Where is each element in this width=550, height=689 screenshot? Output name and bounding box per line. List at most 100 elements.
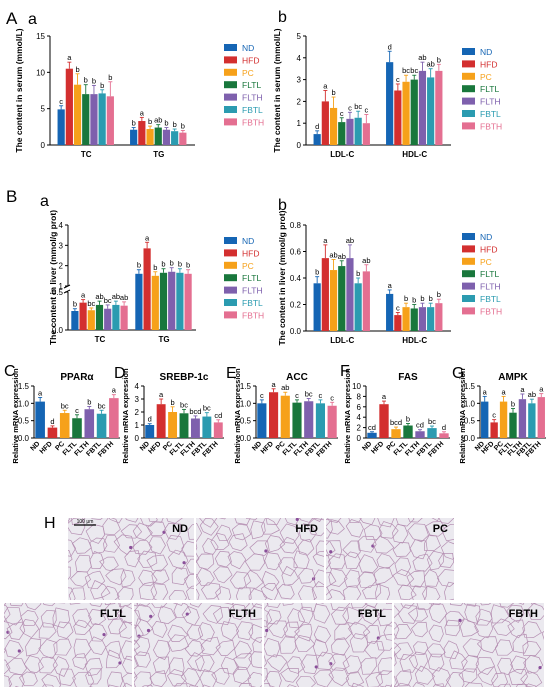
y-tick-label: 1 [297,119,302,128]
adipocyte-cell [326,589,346,600]
adipocyte-cell [506,604,525,623]
adipocyte-cell [523,655,544,674]
adipocyte-cell [197,622,215,642]
bar [130,129,138,145]
adipocyte-cell [541,630,544,640]
legend-entry: FBTL [480,294,501,304]
adipocyte-cell [313,669,334,687]
adipocyte-cell [512,633,529,654]
adipocyte-cell [279,635,297,654]
significance-letter: b [511,400,515,409]
adipocyte-cell [116,604,132,623]
bar [190,418,200,438]
adipocyte-cell [68,566,71,580]
bar [354,117,362,145]
adipocyte-cell [311,518,323,522]
bar [59,413,70,438]
legend-swatch [224,56,237,64]
legend-swatch [224,44,237,51]
significance-letter: bc [61,401,69,410]
adipocyte-cell [350,603,368,609]
bar [418,70,427,145]
adipocyte-cell [234,518,251,525]
histology-panel: ND 100 μm [68,518,194,600]
adipocyte-cell [56,621,74,639]
legend-entry: FBTH [480,306,502,316]
y-axis-label: The content in liver (mmol/g prot) [48,210,58,345]
y-tick-label: 0.0 [240,434,252,443]
adipocyte-cell [327,518,342,523]
adipocyte-cell [464,682,483,687]
adipocyte-cell [312,550,324,568]
adipocyte-cell [68,550,73,563]
bar [145,425,155,438]
adipocyte-cell [328,653,350,671]
legend-swatch [462,85,475,93]
adipocyte-cell [185,585,194,600]
bar [362,123,370,145]
adipocyte-cell [286,684,297,687]
y-tick-label: 3 [59,241,64,250]
significance-letter: ab [362,256,370,265]
bar [402,307,410,331]
adipocyte-cell [413,641,429,655]
adipocyte-cell [264,668,268,683]
adipocyte-cell [522,621,542,638]
adipocyte-cell [343,569,361,588]
adipocyte-cell [152,656,170,675]
bar [104,308,112,330]
adipocyte-cell [189,603,202,608]
adipocyte-cell [300,654,319,674]
y-tick-label: 10 [36,68,45,77]
bar [394,90,402,145]
adipocyte-cell [141,684,153,687]
bar [379,404,389,438]
significance-letter: a [159,390,164,399]
adipocyte-cell [58,668,76,686]
adipocyte-cell [331,637,350,656]
adipocyte-cell [4,675,13,687]
adipocyte-cell [397,604,419,624]
adipocyte-cell [150,583,169,600]
adipocyte-cell [228,533,248,552]
bar [176,272,184,330]
y-tick-label: 10 [352,382,361,391]
significance-letter: c [492,411,496,420]
bar [410,79,418,145]
adipocyte-cell [510,655,527,675]
adipocyte-cell [134,651,151,668]
adipocyte-cell [8,673,25,687]
adipocyte-cell [326,540,342,559]
adipocyte-cell [277,557,298,577]
histology-layer: ND 100 μm HFD PC FLTL FLTH FBTL FBTH [4,518,544,687]
adipocyte-cell [244,553,266,571]
adipocyte-cell [172,603,184,606]
significance-letter: c [319,391,323,400]
x-category-label: LDL-C [330,336,354,345]
adipocyte-cell [103,535,121,553]
legend-swatch [224,118,237,126]
adipocyte-cell [138,581,158,600]
significance-letter: b [170,398,174,407]
adipocyte-cell [416,603,435,611]
adipocyte-cell [315,540,324,557]
bar [84,409,95,438]
y-tick-label: 0.2 [290,301,302,310]
adipocyte-cell [248,588,268,600]
adipocyte-cell [91,518,103,520]
significance-letter: ab [281,383,289,392]
significance-letter: d [50,417,54,426]
adipocyte-cell [5,639,24,658]
significance-letter: ab [418,53,426,62]
section-label-D: D [114,365,126,382]
y-tick-label: 0.5 [464,417,476,426]
adipocyte-cell [168,590,188,600]
legend-swatch [462,110,475,117]
significance-letter: b [186,261,190,270]
bar [179,413,189,438]
bar [321,101,329,145]
adipocyte-cell [432,683,445,687]
nucleus-dot [182,561,186,565]
adipocyte-cell [138,569,158,587]
